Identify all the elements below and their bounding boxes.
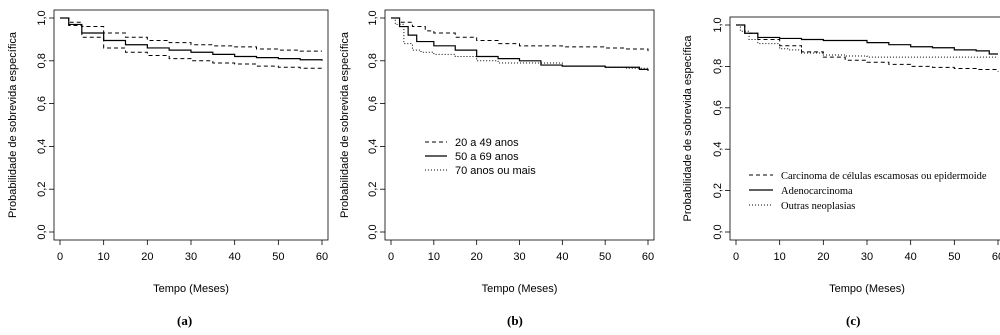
x-tick-label: 20 bbox=[817, 251, 829, 263]
chart-panel-a: 0,0 0,2 0,4 0,6 0,8 1,0 0 10 20 30 40 50 60 Tempo (Me… bbox=[0, 0, 335, 310]
x-tick-label: 30 bbox=[513, 251, 525, 263]
series-line-1 bbox=[60, 17, 322, 52]
y-tick-label: 0,6 bbox=[36, 96, 48, 111]
legend-label-3: Outras neoplasias bbox=[781, 201, 855, 212]
y-tick-label: 0,6 bbox=[367, 96, 379, 111]
y-axis-label: Probabilidade de sobrevida específica bbox=[682, 35, 694, 222]
x-tick-label: 60 bbox=[642, 251, 654, 263]
x-tick-label: 10 bbox=[428, 251, 440, 263]
x-axis-label: Tempo (Meses) bbox=[829, 283, 905, 295]
x-tick-label: 60 bbox=[316, 251, 328, 263]
legend-label-2: 50 a 69 anos bbox=[455, 151, 519, 163]
plot-frame bbox=[729, 16, 1000, 241]
x-tick-label: 50 bbox=[948, 251, 960, 263]
survival-chart-b: 0,0 0,2 0,4 0,6 0,8 1,0 0 10 20 30 40 50 60 Tempo (Me… bbox=[339, 9, 655, 295]
y-tick-label: 0,4 bbox=[36, 139, 48, 154]
chart-panel-b: 0,0 0,2 0,4 0,6 0,8 1,0 0 10 20 30 40 50 60 Tempo (Me… bbox=[335, 0, 665, 310]
series-line-2 bbox=[60, 17, 323, 61]
x-tick-label: 20 bbox=[141, 251, 153, 263]
series-line-3 bbox=[391, 17, 649, 72]
y-tick-label: 0,0 bbox=[367, 224, 379, 239]
survival-chart-a: 0,0 0,2 0,4 0,6 0,8 1,0 0 10 20 30 40 50 60 Tempo (Me… bbox=[7, 9, 329, 295]
series-line-2 bbox=[736, 24, 998, 55]
y-axis-label: Probabilidade de sobrevida específica bbox=[7, 31, 19, 218]
legend-label-3: 70 anos ou mais bbox=[455, 165, 536, 177]
series-line-1 bbox=[391, 17, 649, 52]
x-tick-label: 10 bbox=[98, 251, 110, 263]
survival-chart-c: 0,0 0,2 0,4 0,6 0,8 1,0 0 10 20 30 40 50 60 Tempo (Me… bbox=[682, 16, 1000, 295]
y-tick-label: 0,0 bbox=[36, 224, 48, 239]
y-tick-label: 0,2 bbox=[367, 182, 379, 197]
x-tick-label: 0 bbox=[57, 251, 63, 263]
y-tick-label: 0,8 bbox=[712, 59, 724, 74]
y-tick-label: 0,6 bbox=[712, 100, 724, 115]
legend-label-1: 20 a 49 anos bbox=[455, 137, 519, 149]
y-axis-label: Probabilidade de sobrevida específica bbox=[339, 31, 351, 218]
x-tick-label: 60 bbox=[992, 251, 1000, 263]
caption-c: (c) bbox=[846, 313, 861, 328]
x-tick-label: 40 bbox=[229, 251, 241, 263]
y-tick-label: 0,4 bbox=[712, 142, 724, 157]
caption-a: (a) bbox=[177, 313, 193, 328]
legend-label-1: Carcinoma de células escamosas ou epider… bbox=[781, 171, 987, 182]
y-tick-label: 0,0 bbox=[712, 224, 724, 239]
x-tick-label: 40 bbox=[556, 251, 568, 263]
y-tick-label: 0,8 bbox=[36, 53, 48, 68]
x-tick-label: 20 bbox=[471, 251, 483, 263]
series-line-2 bbox=[391, 17, 649, 71]
y-tick-label: 0,2 bbox=[712, 183, 724, 198]
x-axis-label: Tempo (Meses) bbox=[153, 283, 229, 295]
x-tick-label: 50 bbox=[599, 251, 611, 263]
legend-label-2: Adenocarcinoma bbox=[781, 186, 853, 197]
x-tick-label: 0 bbox=[388, 251, 394, 263]
y-tick-label: 0,2 bbox=[36, 182, 48, 197]
series-line-1 bbox=[736, 24, 999, 72]
x-tick-label: 10 bbox=[774, 251, 786, 263]
y-tick-label: 1,0 bbox=[36, 10, 48, 25]
caption-b: (b) bbox=[507, 313, 523, 328]
y-tick-label: 0,8 bbox=[367, 53, 379, 68]
x-tick-label: 30 bbox=[185, 251, 197, 263]
x-tick-label: 30 bbox=[861, 251, 873, 263]
x-tick-label: 50 bbox=[272, 251, 284, 263]
y-tick-label: 1,0 bbox=[367, 10, 379, 25]
x-tick-label: 0 bbox=[733, 251, 739, 263]
y-tick-label: 1,0 bbox=[712, 17, 724, 32]
y-tick-label: 0,4 bbox=[367, 139, 379, 154]
series-line-3 bbox=[60, 17, 323, 70]
chart-panel-c: 0,0 0,2 0,4 0,6 0,8 1,0 0 10 20 30 40 50 60 Tempo (Me… bbox=[665, 0, 1000, 310]
x-axis-label: Tempo (Meses) bbox=[482, 283, 558, 295]
x-tick-label: 40 bbox=[905, 251, 917, 263]
